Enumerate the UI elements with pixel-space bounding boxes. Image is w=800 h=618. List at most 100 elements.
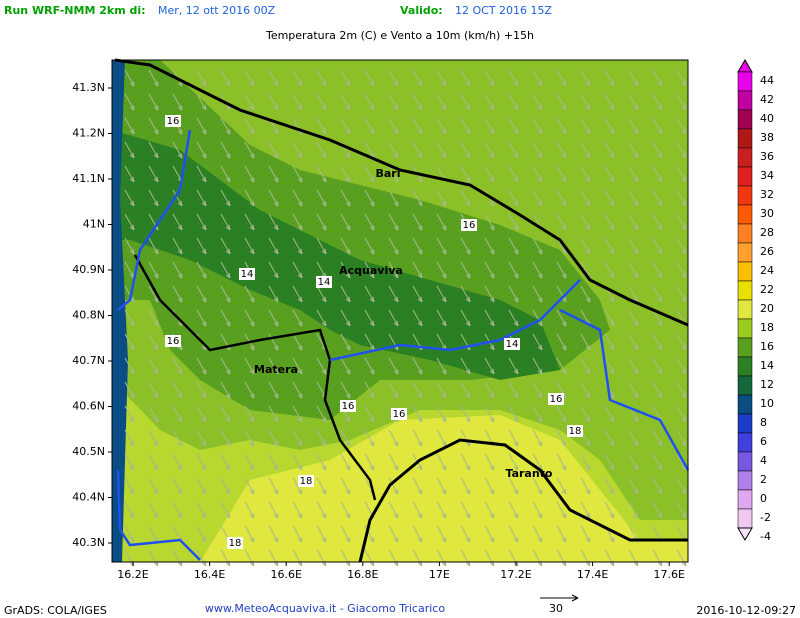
wind-arrow (220, 285, 231, 303)
wind-arrow (340, 93, 351, 111)
wind-arrow (508, 357, 519, 375)
wind-arrow (508, 285, 519, 303)
wind-arrow (676, 93, 687, 111)
wind-arrow (412, 237, 423, 255)
contour-label: 16 (167, 116, 180, 127)
wind-arrow (460, 477, 471, 495)
wind-arrow (292, 453, 303, 471)
wind-arrow (556, 261, 567, 279)
wind-arrow (220, 429, 231, 447)
wind-arrow (436, 117, 447, 135)
wind-arrow (292, 93, 303, 111)
wind-arrow (556, 69, 567, 87)
wind-arrow (148, 477, 159, 495)
wind-arrow (604, 213, 615, 231)
wind-arrow (292, 477, 303, 495)
province-borders (116, 129, 690, 561)
colorbar-swatch (737, 242, 753, 263)
wind-arrow (676, 501, 687, 519)
wind-arrow (172, 93, 183, 111)
wind-arrow (124, 213, 135, 231)
colorbar-swatch (737, 375, 753, 396)
wind-arrow (436, 405, 447, 423)
wind-arrow (148, 165, 159, 183)
colorbar-label: 28 (760, 226, 774, 239)
wind-arrow (436, 69, 447, 87)
wind-arrow (532, 285, 543, 303)
wind-arrow (676, 165, 687, 183)
wind-arrow (412, 381, 423, 399)
contour-label-box (316, 276, 332, 288)
wind-arrow (364, 189, 375, 207)
wind-arrow (340, 189, 351, 207)
wind-arrow (484, 261, 495, 279)
run-date: Mer, 12 ott 2016 00Z (158, 4, 276, 17)
colorbar-swatch (737, 451, 753, 472)
wind-arrow (364, 357, 375, 375)
wind-arrow (628, 213, 639, 231)
wind-arrow (268, 453, 279, 471)
contour-label-box (340, 400, 356, 412)
wind-arrow (532, 141, 543, 159)
wind-arrow (412, 141, 423, 159)
wind-arrow (292, 525, 303, 543)
wind-arrow (580, 525, 591, 543)
wind-arrow (460, 165, 471, 183)
colorbar-swatch (737, 223, 753, 244)
lat-tick-label: 40.6N (72, 400, 105, 413)
wind-arrow (292, 405, 303, 423)
wind-arrow (556, 189, 567, 207)
wind-arrow (628, 69, 639, 87)
colorbar-swatch (737, 204, 753, 225)
wind-arrow (340, 429, 351, 447)
wind-arrow (364, 261, 375, 279)
wind-arrow (268, 93, 279, 111)
contour-label-box (461, 219, 477, 231)
wind-arrow (436, 429, 447, 447)
contour-label-box (165, 115, 181, 127)
contour-label: 14 (241, 269, 254, 280)
wind-arrow (124, 237, 135, 255)
wind-arrow (316, 525, 327, 543)
wind-arrow (604, 357, 615, 375)
wind-arrow (412, 69, 423, 87)
field-coast (112, 60, 128, 562)
wind-arrow (460, 141, 471, 159)
map-frame (111, 59, 689, 563)
footer-right: 2016-10-12-09:27 (696, 604, 796, 617)
colorbar-label: 18 (760, 321, 774, 334)
lat-tick-label: 40.8N (72, 309, 105, 322)
colorbar-swatch (737, 337, 753, 358)
wind-arrow (460, 285, 471, 303)
wind-arrow (148, 333, 159, 351)
wind-arrow (580, 453, 591, 471)
wind-arrow (196, 429, 207, 447)
wind-arrow (316, 213, 327, 231)
wind-arrow (412, 405, 423, 423)
lon-tick-label: 16.2E (117, 568, 148, 581)
colorbar-swatch (737, 394, 753, 415)
wind-arrow (556, 309, 567, 327)
wind-arrow (484, 453, 495, 471)
wind-arrow (292, 357, 303, 375)
wind-arrow (316, 357, 327, 375)
wind-arrow (556, 501, 567, 519)
wind-arrow (484, 237, 495, 255)
wind-arrow (220, 453, 231, 471)
wind-arrow (484, 69, 495, 87)
wind-arrow (172, 285, 183, 303)
wind-arrow (268, 261, 279, 279)
wind-arrow (268, 189, 279, 207)
wind-arrow (196, 501, 207, 519)
contour-label: 18 (300, 476, 313, 487)
wind-arrow (244, 381, 255, 399)
wind-arrow (388, 117, 399, 135)
colorbar-label: 4 (760, 454, 767, 467)
wind-arrow (508, 429, 519, 447)
wind-arrow (340, 501, 351, 519)
wind-arrow (388, 309, 399, 327)
field-14 (112, 130, 560, 380)
wind-arrow (172, 405, 183, 423)
wind-arrow (580, 477, 591, 495)
wind-arrow (580, 93, 591, 111)
